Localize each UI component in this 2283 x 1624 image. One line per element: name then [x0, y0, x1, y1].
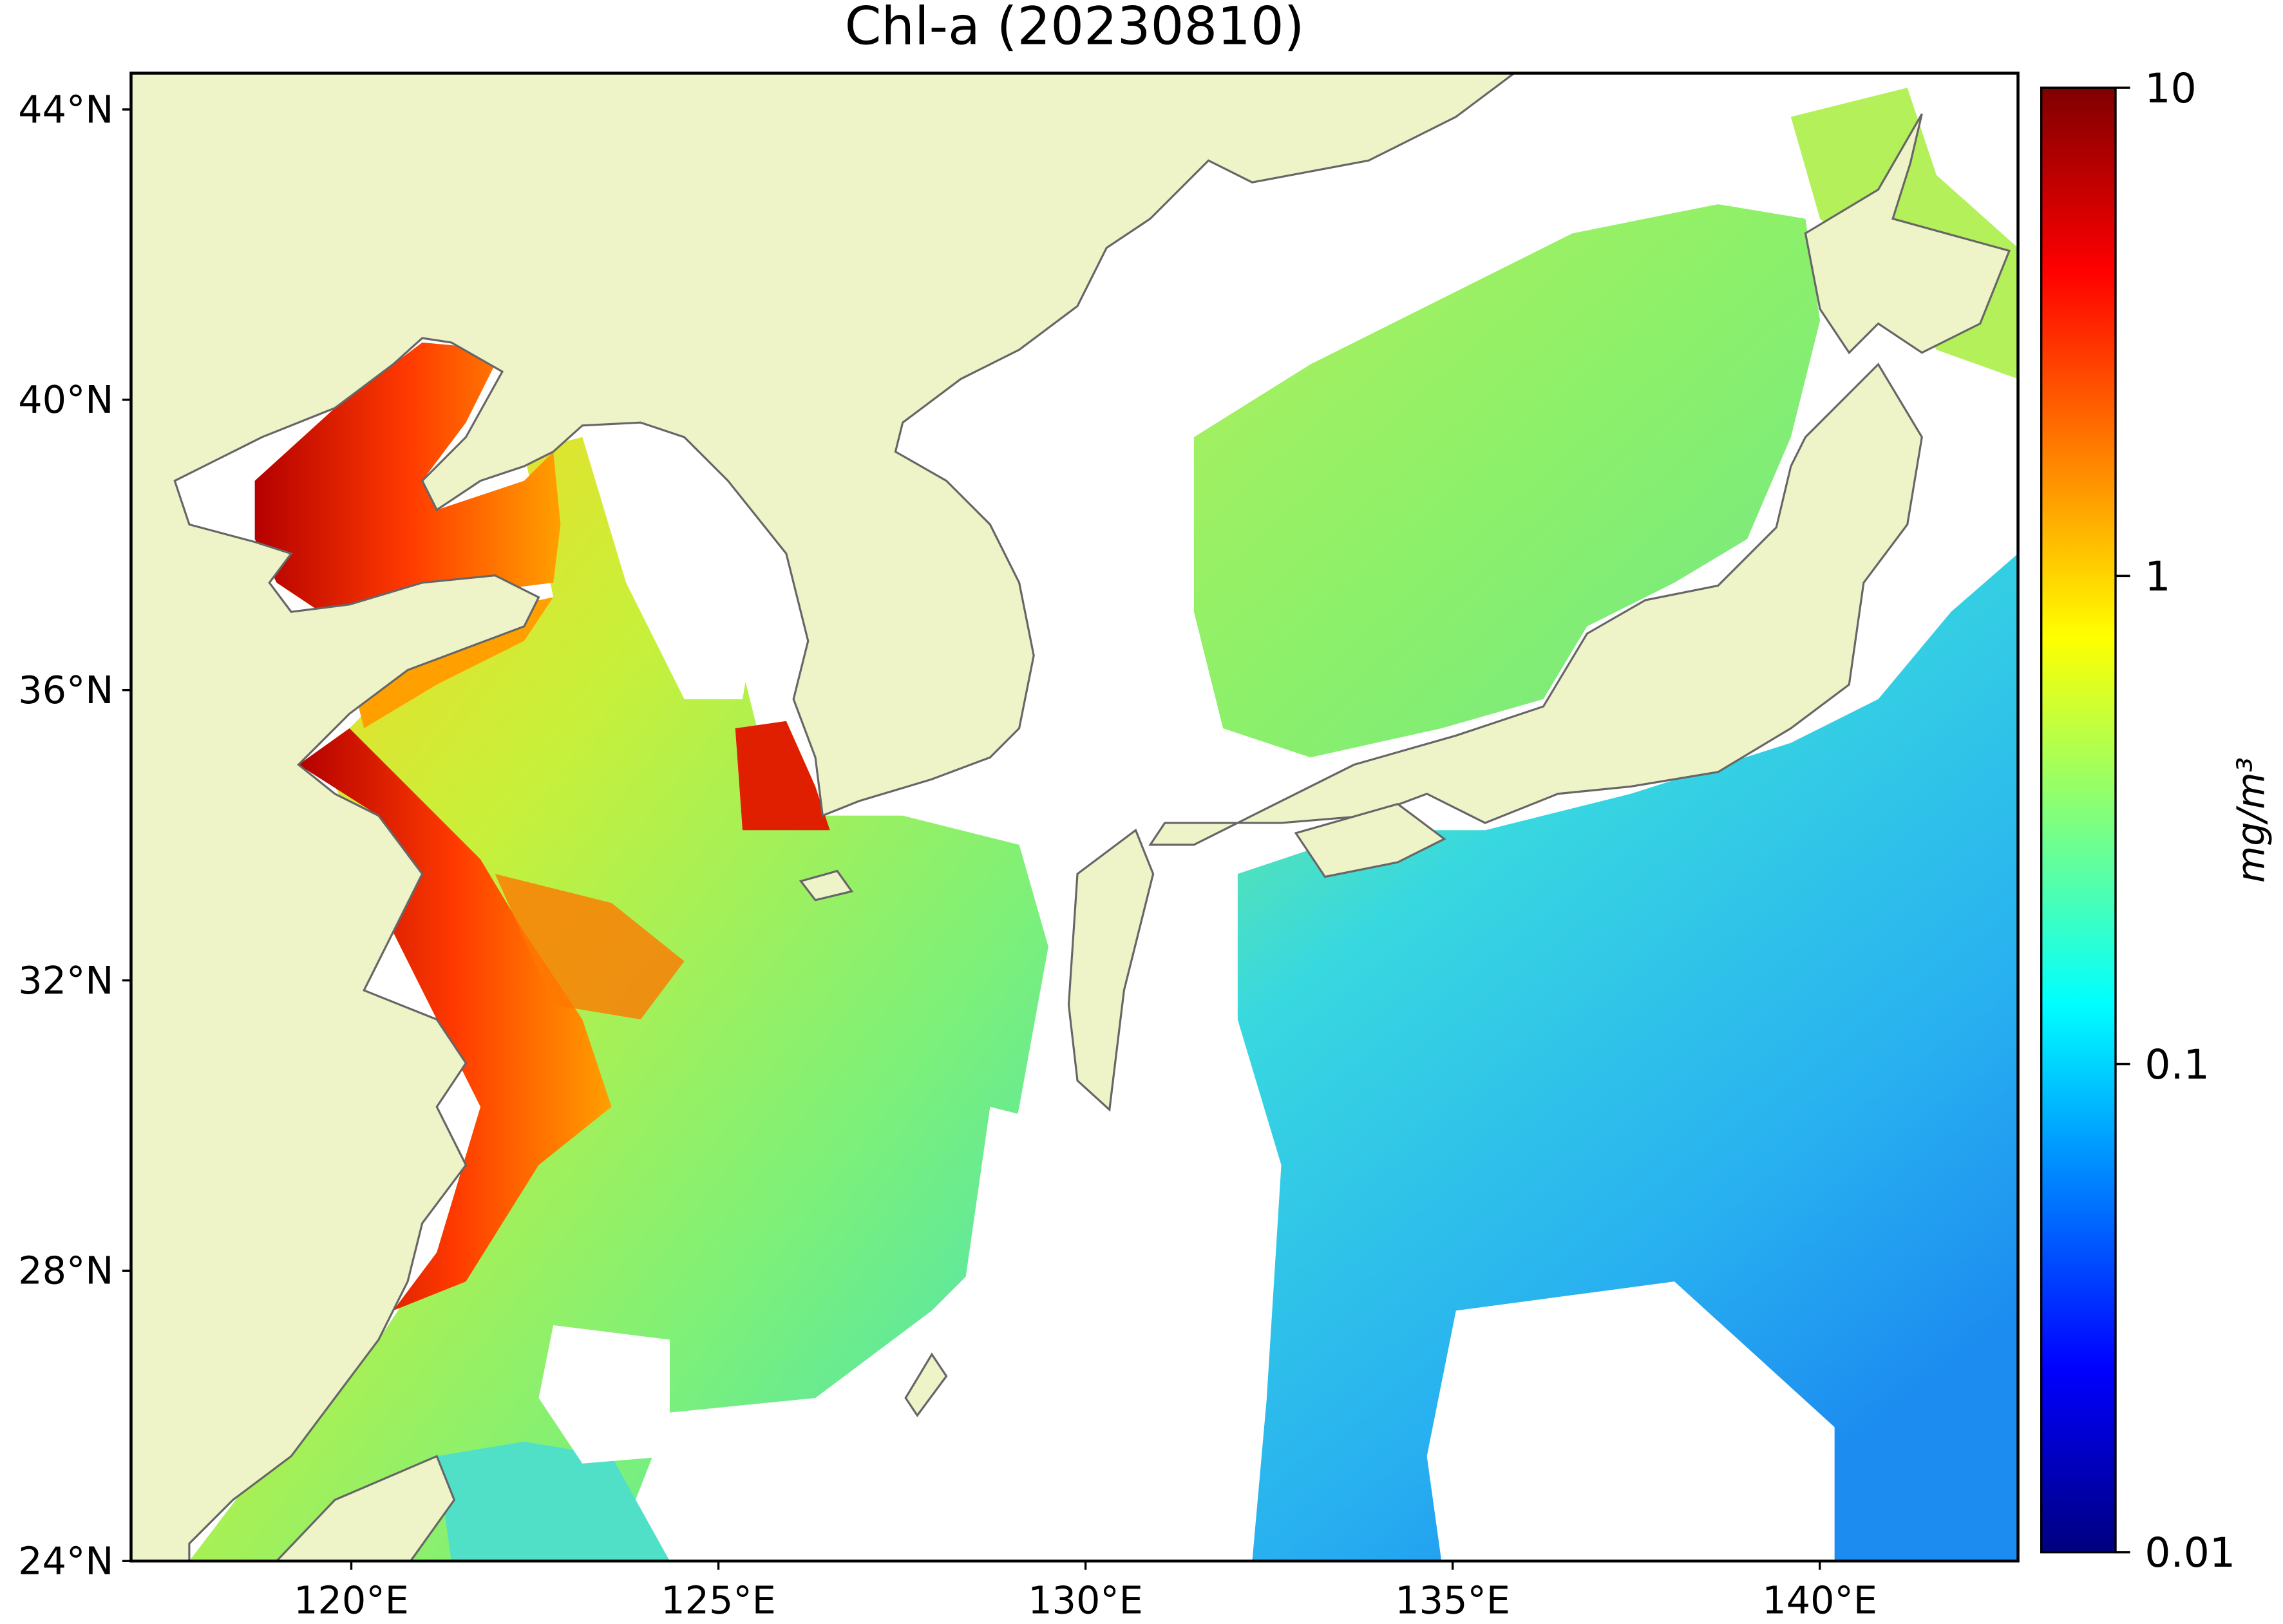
coastal-bloom	[495, 874, 685, 1020]
y-tick-label: 36°N	[18, 668, 113, 712]
taiwan-strait	[437, 1441, 670, 1562]
sea-of-japan	[1193, 204, 1821, 758]
colorbar	[2040, 86, 2117, 1554]
map	[131, 73, 2018, 1562]
land-kyushu	[1067, 828, 1155, 1112]
map-frame	[129, 71, 2020, 1563]
coastal-bloom	[298, 728, 612, 1311]
coastal-bloom	[735, 721, 830, 831]
land-shikoku	[1294, 802, 1446, 878]
colorbar-tick-label: 1	[2145, 552, 2170, 600]
x-tick-label: 140°E	[1762, 1578, 1877, 1623]
y-tick-label: 40°N	[18, 377, 113, 422]
land-okinawa	[904, 1352, 948, 1417]
x-tick-label: 125°E	[661, 1578, 776, 1623]
colorbar-tick-label: 0.1	[2145, 1041, 2210, 1088]
x-tick-label: 120°E	[294, 1578, 409, 1623]
cloud	[538, 1325, 670, 1464]
y-tick-label: 32°N	[18, 958, 113, 1003]
x-tick-label: 130°E	[1028, 1578, 1143, 1623]
land-mainland	[131, 73, 1516, 1562]
colorbar-label: mg/m³	[2229, 757, 2273, 883]
cloud	[961, 1106, 1267, 1562]
land-jeju	[799, 869, 854, 902]
chart-title: Chl-a (20230810)	[845, 0, 1305, 57]
x-tick-label: 135°E	[1395, 1578, 1510, 1623]
bohai-sea	[254, 342, 561, 612]
pacific	[1237, 553, 2018, 1562]
colorbar-tick-label: 10	[2145, 64, 2197, 112]
cloud	[1164, 815, 1238, 1107]
cloud	[582, 437, 757, 699]
colorbar-tick-label: 0.01	[2145, 1529, 2235, 1576]
land-hokkaido	[1804, 113, 2011, 355]
y-tick-label: 44°N	[18, 87, 113, 131]
land-taiwan	[275, 1455, 456, 1562]
y-tick-label: 24°N	[18, 1539, 113, 1583]
y-tick-label: 28°N	[18, 1249, 113, 1293]
